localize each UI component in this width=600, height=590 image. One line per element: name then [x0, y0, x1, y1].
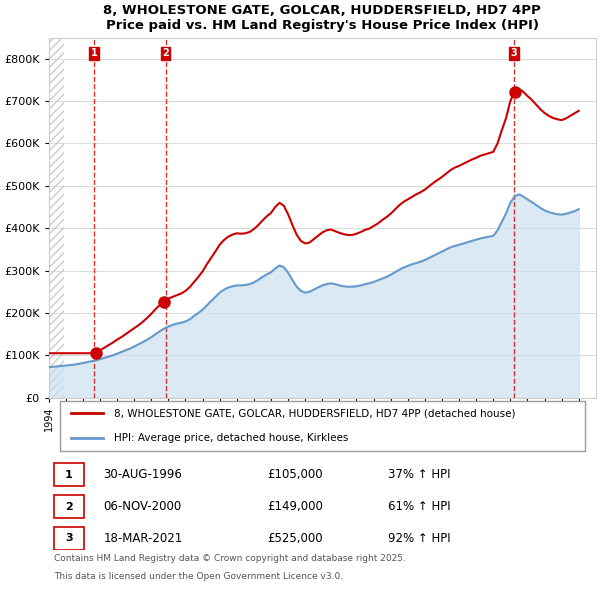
Title: 8, WHOLESTONE GATE, GOLCAR, HUDDERSFIELD, HD7 4PP
Price paid vs. HM Land Registr: 8, WHOLESTONE GATE, GOLCAR, HUDDERSFIELD…: [103, 4, 541, 32]
Text: 18-MAR-2021: 18-MAR-2021: [103, 532, 182, 545]
FancyBboxPatch shape: [54, 495, 84, 518]
Text: 37% ↑ HPI: 37% ↑ HPI: [388, 468, 451, 481]
Text: £149,000: £149,000: [268, 500, 323, 513]
Text: 92% ↑ HPI: 92% ↑ HPI: [388, 532, 451, 545]
Text: 06-NOV-2000: 06-NOV-2000: [103, 500, 182, 513]
Text: £525,000: £525,000: [268, 532, 323, 545]
Text: 3: 3: [65, 533, 73, 543]
Text: 61% ↑ HPI: 61% ↑ HPI: [388, 500, 451, 513]
FancyBboxPatch shape: [54, 527, 84, 550]
Text: £105,000: £105,000: [268, 468, 323, 481]
Text: 1: 1: [91, 48, 98, 58]
Text: 8, WHOLESTONE GATE, GOLCAR, HUDDERSFIELD, HD7 4PP (detached house): 8, WHOLESTONE GATE, GOLCAR, HUDDERSFIELD…: [115, 408, 516, 418]
Text: 30-AUG-1996: 30-AUG-1996: [103, 468, 182, 481]
FancyBboxPatch shape: [59, 401, 585, 451]
Text: 2: 2: [162, 48, 169, 58]
FancyBboxPatch shape: [54, 463, 84, 486]
Text: This data is licensed under the Open Government Licence v3.0.: This data is licensed under the Open Gov…: [54, 572, 343, 581]
Text: 1: 1: [65, 470, 73, 480]
Text: HPI: Average price, detached house, Kirklees: HPI: Average price, detached house, Kirk…: [115, 433, 349, 443]
Text: 2: 2: [65, 502, 73, 512]
Text: 3: 3: [511, 48, 517, 58]
Text: Contains HM Land Registry data © Crown copyright and database right 2025.: Contains HM Land Registry data © Crown c…: [54, 555, 406, 563]
